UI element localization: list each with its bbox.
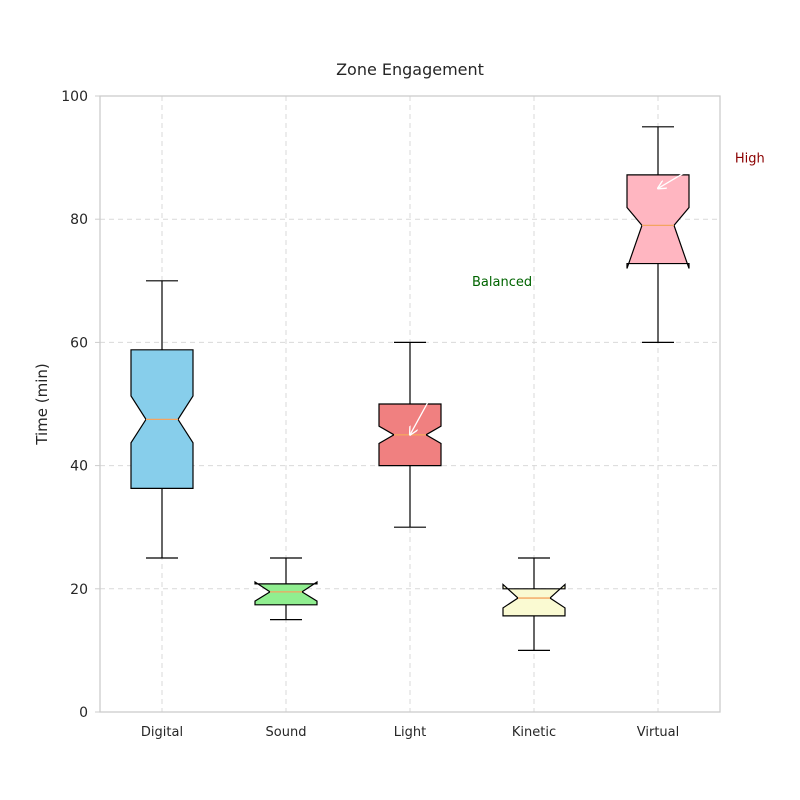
annotation-label: Balanced [472, 275, 532, 290]
ytick-label: 20 [70, 582, 88, 598]
box-digital [130, 280, 194, 559]
box-body [254, 580, 318, 606]
annotation-arrow [658, 160, 706, 189]
y-axis-label: Time (min) [33, 363, 51, 445]
box-sound [254, 557, 318, 621]
box-kinetic [502, 557, 566, 652]
annotation-layer: High Balanced [410, 152, 765, 435]
ytick-label: 0 [79, 705, 88, 721]
ytick-label: 80 [70, 212, 88, 228]
box-body [502, 583, 566, 617]
chart-title: Zone Engagement [336, 60, 484, 79]
xtick-label: Sound [266, 725, 307, 740]
box-body [626, 174, 690, 269]
plot-frame [99, 95, 721, 713]
xtick-label: Digital [141, 725, 183, 740]
ytick-label: 40 [70, 459, 88, 475]
annotation-label: High [735, 152, 765, 167]
xtick-label: Light [394, 725, 426, 740]
tick-layer: 0 20 40 60 80 100 Digital Sound Light Kinetic Virt… [61, 89, 679, 740]
xtick-label: Kinetic [512, 725, 556, 740]
xtick-label: Virtual [637, 725, 679, 740]
ytick-label: 60 [70, 335, 88, 351]
ytick-label: 100 [61, 89, 88, 105]
annotation-arrow [410, 400, 430, 435]
box-layer [130, 126, 690, 652]
box-virtual [626, 126, 690, 343]
